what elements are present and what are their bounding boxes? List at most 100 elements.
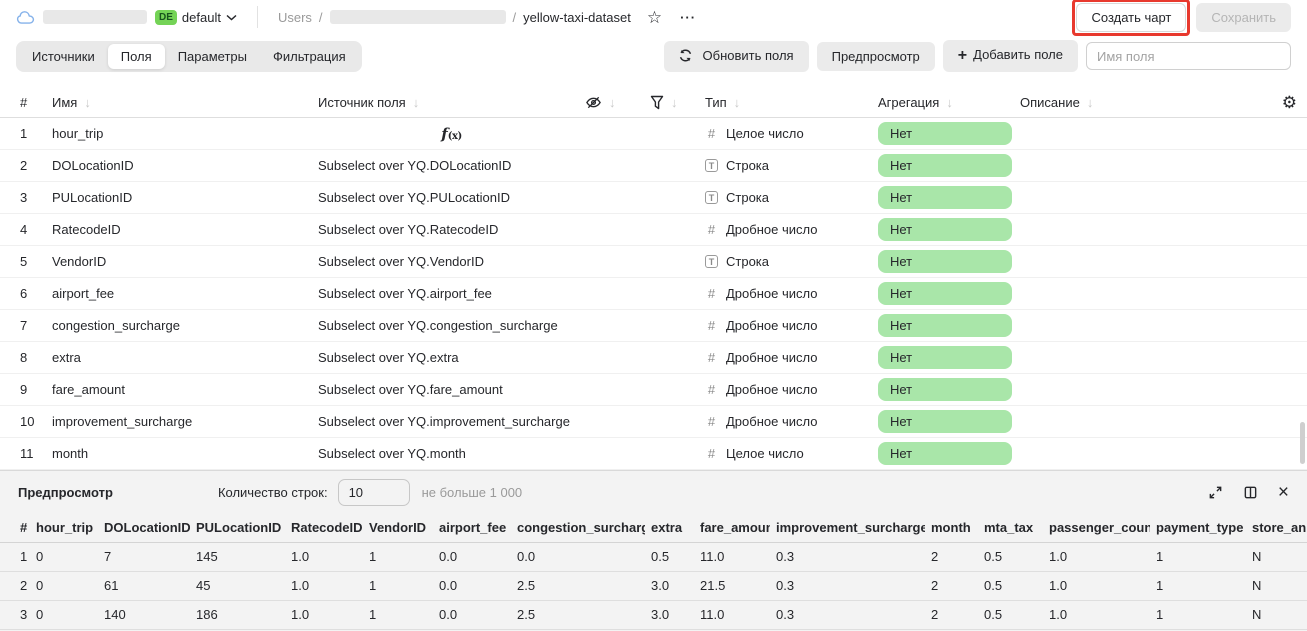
preview-cell: 0.5 <box>978 571 1043 601</box>
breadcrumb-root[interactable]: Users <box>277 9 312 25</box>
field-type[interactable]: T Строка <box>705 190 878 205</box>
table-settings-gear-icon[interactable]: ⚙ <box>1281 93 1297 112</box>
tab-filtering[interactable]: Фильтрация <box>273 48 346 64</box>
refresh-fields-button[interactable]: Обновить поля <box>663 40 809 72</box>
column-header-description[interactable]: Описание ↓ <box>1020 95 1094 110</box>
aggregation-select[interactable]: Нет <box>878 314 1012 337</box>
row-count-input[interactable] <box>337 478 410 506</box>
tab-fields[interactable]: Поля <box>107 43 165 69</box>
field-name[interactable]: PULocationID <box>52 190 133 205</box>
aggregation-select[interactable]: Нет <box>878 218 1012 241</box>
field-row[interactable]: 1 hour_trip f(x) # Целое число Нет <box>0 118 1307 150</box>
field-type[interactable]: T Строка <box>705 158 878 173</box>
field-type[interactable]: # Дробное число <box>705 350 878 365</box>
aggregation-select[interactable]: Нет <box>878 122 1012 145</box>
field-name[interactable]: fare_amount <box>52 382 125 397</box>
close-preview-icon[interactable]: × <box>1277 481 1289 503</box>
add-field-button[interactable]: + Добавить поле <box>942 40 1078 72</box>
column-header-source[interactable]: Источник поля ↓ <box>318 95 420 110</box>
field-row[interactable]: 4 RatecodeID Subselect over YQ.RatecodeID #… <box>0 214 1307 246</box>
field-aggregation-cell: Нет <box>878 186 1020 209</box>
field-type[interactable]: T Строка <box>705 254 878 269</box>
field-aggregation-cell: Нет <box>878 410 1020 433</box>
preview-cell: 0.5 <box>978 542 1043 572</box>
aggregation-select[interactable]: Нет <box>878 186 1012 209</box>
field-type[interactable]: # Дробное число <box>705 382 878 397</box>
field-row[interactable]: 9 fare_amount Subselect over YQ.fare_amoun… <box>0 374 1307 406</box>
field-source: f(x) <box>318 125 585 143</box>
field-name[interactable]: congestion_surcharge <box>52 318 180 333</box>
field-name[interactable]: month <box>52 446 89 461</box>
aggregation-select[interactable]: Нет <box>878 442 1012 465</box>
create-chart-button[interactable]: Создать чарт <box>1076 2 1187 32</box>
column-header-name[interactable]: Имя ↓ <box>52 95 91 110</box>
field-name[interactable]: improvement_surcharge <box>52 414 193 429</box>
plus-icon: + <box>957 47 968 64</box>
preview-cell: 2.5 <box>511 571 645 601</box>
aggregation-select[interactable]: Нет <box>878 410 1012 433</box>
aggregation-select[interactable]: Нет <box>878 346 1012 369</box>
aggregation-select[interactable]: Нет <box>878 250 1012 273</box>
field-aggregation-cell: Нет <box>878 218 1020 241</box>
field-type[interactable]: # Целое число <box>705 126 878 141</box>
field-type[interactable]: # Дробное число <box>705 222 878 237</box>
column-header-filter[interactable]: ↓ <box>650 95 705 111</box>
aggregation-select[interactable]: Нет <box>878 154 1012 177</box>
field-row[interactable]: 8 extra Subselect over YQ.extra # Дробное чи… <box>0 342 1307 374</box>
field-type[interactable]: # Дробное число <box>705 286 878 301</box>
sort-arrow-icon: ↓ <box>733 95 741 110</box>
field-name[interactable]: airport_fee <box>52 286 115 301</box>
column-header-aggregation[interactable]: Агрегация ↓ <box>878 95 953 110</box>
field-name[interactable]: hour_trip <box>52 126 104 141</box>
tab-parameters[interactable]: Параметры <box>177 48 247 64</box>
field-row[interactable]: 6 airport_fee Subselect over YQ.airport_fe… <box>0 278 1307 310</box>
field-source: Subselect over YQ.fare_amount <box>318 382 503 397</box>
preview-cell: 1 <box>1150 600 1246 630</box>
field-row-number: 10 <box>20 414 35 429</box>
preview-table-row: 2 0 61 45 1.0 1 0.0 2.5 3.0 21.5 0.3 2 0.5 1.0 1 N <box>0 571 1307 601</box>
field-row[interactable]: 7 congestion_surcharge Subselect over YQ.c… <box>0 310 1307 342</box>
divider <box>256 6 258 28</box>
field-name[interactable]: extra <box>52 350 81 365</box>
aggregation-select[interactable]: Нет <box>878 378 1012 401</box>
preview-cell: 0 <box>30 600 98 630</box>
vertical-scrollbar[interactable] <box>1300 422 1305 464</box>
top-bar: DE default Users / / yellow-taxi-dataset… <box>0 0 1307 36</box>
field-source: Subselect over YQ.RatecodeID <box>318 222 499 237</box>
favorite-star-icon[interactable]: ☆ <box>646 7 663 27</box>
preview-cell: 0.3 <box>770 542 925 572</box>
preview-table: # hour_trip DOLocationID PULocationID Rateco… <box>0 513 1307 630</box>
field-row[interactable]: 3 PULocationID Subselect over YQ.PULocatio… <box>0 182 1307 214</box>
field-row[interactable]: 11 month Subselect over YQ.month # Целое чис… <box>0 438 1307 470</box>
field-type-label: Дробное число <box>726 382 818 397</box>
tab-sources[interactable]: Источники <box>32 48 95 64</box>
expand-preview-icon[interactable] <box>1208 485 1223 500</box>
field-name[interactable]: RatecodeID <box>52 222 121 237</box>
dataset-tabs: Источники Поля Параметры Фильтрация <box>16 40 362 72</box>
column-header-type[interactable]: Тип ↓ <box>705 95 741 110</box>
preview-cell: 1.0 <box>285 542 363 572</box>
preview-column-header: # <box>0 513 30 543</box>
save-button[interactable]: Сохранить <box>1196 2 1291 32</box>
field-name[interactable]: DOLocationID <box>52 158 134 173</box>
field-type[interactable]: # Целое число <box>705 446 878 461</box>
preview-cell: 3.0 <box>645 571 694 601</box>
field-row[interactable]: 5 VendorID Subselect over YQ.VendorID T Стро… <box>0 246 1307 278</box>
preview-button[interactable]: Предпросмотр <box>816 41 935 71</box>
field-row[interactable]: 10 improvement_surcharge Subselect over YQ… <box>0 406 1307 438</box>
field-name-search-input[interactable] <box>1086 42 1291 70</box>
workspace-switcher[interactable]: DE default <box>155 9 237 25</box>
field-type-label: Строка <box>726 254 770 269</box>
field-type[interactable]: # Дробное число <box>705 318 878 333</box>
field-aggregation-cell: Нет <box>878 282 1020 305</box>
preview-cell: 0 <box>30 571 98 601</box>
aggregation-select[interactable]: Нет <box>878 282 1012 305</box>
column-header-hidden[interactable]: ↓ <box>585 94 650 111</box>
field-name[interactable]: VendorID <box>52 254 107 269</box>
more-actions-icon[interactable]: ··· <box>680 9 697 25</box>
sort-arrow-icon: ↓ <box>609 95 616 110</box>
split-view-icon[interactable] <box>1243 485 1258 500</box>
preview-cell: 1.0 <box>285 571 363 601</box>
field-row[interactable]: 2 DOLocationID Subselect over YQ.DOLocatio… <box>0 150 1307 182</box>
field-type[interactable]: # Дробное число <box>705 414 878 429</box>
